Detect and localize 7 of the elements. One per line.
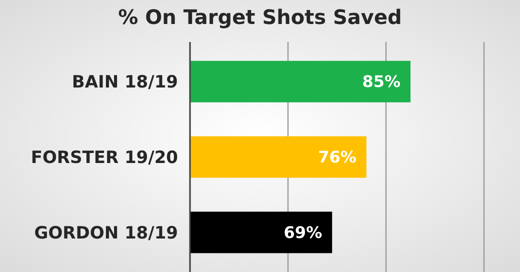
data-label: 85%: [362, 72, 400, 92]
data-label: 69%: [284, 223, 322, 242]
y-tick-label: FORSTER 19/20: [30, 148, 178, 168]
y-tick-label: GORDON 18/19: [34, 223, 178, 244]
chart-title: % On Target Shots Saved: [118, 5, 402, 29]
data-label: 76%: [318, 148, 356, 167]
y-tick-label: BAIN 18/19: [72, 72, 178, 93]
